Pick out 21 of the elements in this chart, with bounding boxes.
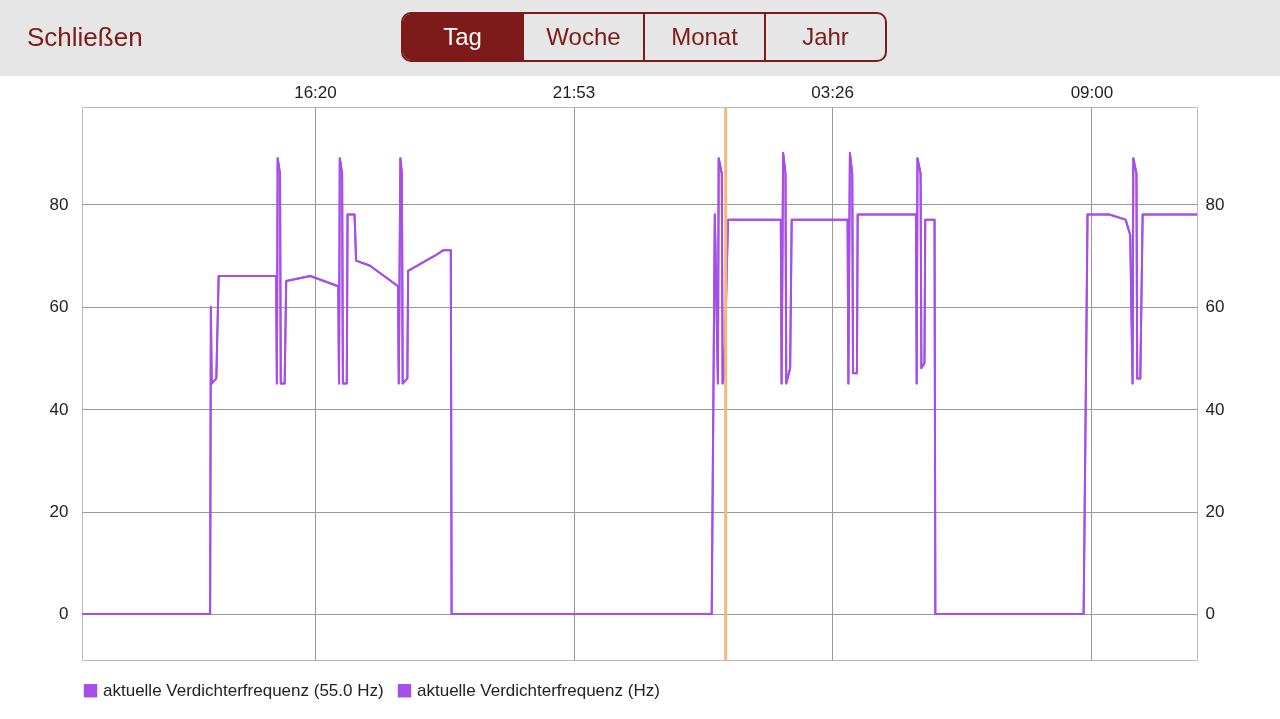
y-tick-label: 0 — [59, 604, 69, 624]
y-tick-label: 60 — [49, 297, 69, 317]
x-tick-label: 16:20 — [294, 82, 337, 102]
y-tick-label: 20 — [49, 502, 69, 522]
y2-tick-label: 40 — [1205, 399, 1225, 419]
legend-label: aktuelle Verdichterfrequenz (Hz) — [417, 680, 660, 700]
text: Schließen — [27, 22, 143, 53]
text: Woche — [522, 14, 643, 60]
text: Monat — [643, 14, 764, 60]
y2-tick-label: 60 — [1205, 297, 1225, 317]
y-tick-label: 40 — [49, 399, 69, 419]
y-tick-label: 80 — [49, 194, 69, 214]
x-tick-label: 03:26 — [811, 82, 854, 102]
text: Tag — [403, 14, 522, 60]
legend-label: aktuelle Verdichterfrequenz (55.0 Hz) — [103, 680, 384, 700]
text: Jahr — [764, 14, 885, 60]
x-tick-label: 09:00 — [1070, 82, 1114, 102]
x-tick-label: 21:53 — [552, 82, 596, 102]
y2-tick-label: 0 — [1205, 604, 1215, 624]
y2-tick-label: 80 — [1205, 194, 1225, 214]
y2-tick-label: 20 — [1205, 502, 1225, 522]
